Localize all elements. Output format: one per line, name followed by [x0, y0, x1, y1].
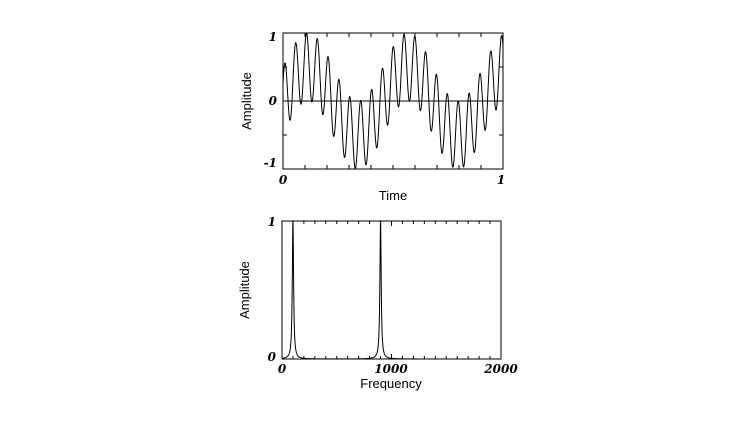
time-series-line — [282, 32, 504, 170]
time-y-tick-1: 1 — [269, 30, 277, 44]
freq-x-axis-label: Frequency — [360, 376, 422, 391]
freq-plot-frame — [281, 220, 502, 360]
freq-y-axis-label: Amplitude — [237, 261, 252, 319]
frequency-series-line — [281, 220, 501, 360]
freq-x-tick-2000: 2000 — [483, 362, 518, 376]
frequency-domain-chart: 1 0 0 1000 2000 Frequency Amplitude — [237, 215, 518, 391]
time-y-tick-minus1: -1 — [264, 156, 277, 170]
time-y-tick-0: 0 — [269, 94, 278, 108]
time-x-tick-0: 0 — [279, 173, 288, 187]
freq-x-tick-1000: 1000 — [374, 362, 408, 376]
time-y-axis-label: Amplitude — [239, 72, 254, 130]
time-x-axis-label: Time — [379, 188, 407, 203]
freq-x-tick-0: 0 — [278, 362, 287, 376]
freq-y-tick-0: 0 — [268, 350, 277, 364]
freq-frame-ticks — [281, 221, 502, 359]
time-domain-chart: 1 0 -1 0 1 Time Amplitude — [239, 30, 505, 203]
time-x-tick-1: 1 — [497, 173, 505, 187]
freq-y-tick-1: 1 — [268, 215, 276, 229]
